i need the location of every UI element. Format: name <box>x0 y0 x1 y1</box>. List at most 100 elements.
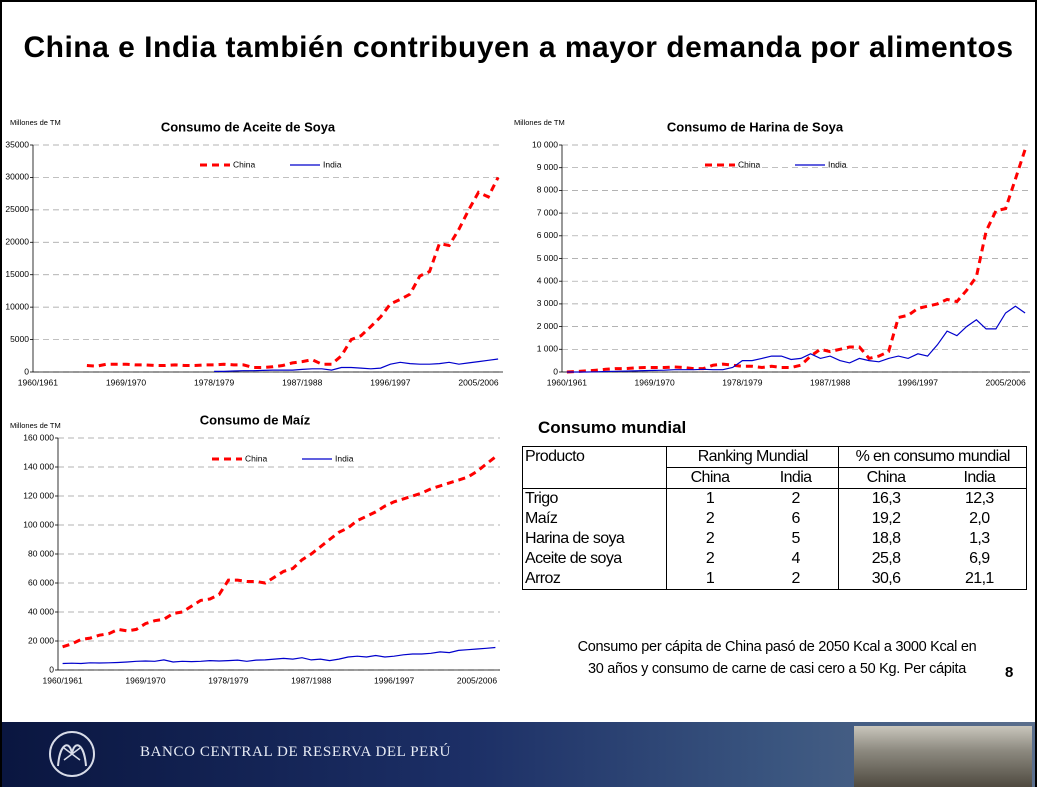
table-cell: 30,6 <box>838 569 933 590</box>
y-tick-label: 20 000 <box>28 635 54 645</box>
table-row: Aceite de soya 2 4 25,8 6,9 <box>521 549 1027 569</box>
table-cell: 6,9 <box>932 549 1027 569</box>
series-line <box>62 646 496 665</box>
subheader-cell: China <box>666 467 753 489</box>
table-cell: 6 <box>752 509 840 529</box>
x-tick-label: 2005/2006 <box>457 675 497 685</box>
table-cell: 5 <box>752 529 840 549</box>
y-tick-label: 0 <box>553 366 558 376</box>
x-tick-label: 1969/1970 <box>635 377 675 387</box>
table-cell: Arroz <box>521 569 668 590</box>
y-tick-label: 40 000 <box>28 606 54 616</box>
series-line <box>62 455 497 649</box>
table: Producto Ranking Mundial% en consumo mund… <box>521 446 1027 590</box>
y-tick-label: 3 000 <box>537 298 559 308</box>
table-cell: 2 <box>705 550 715 567</box>
chart-title: Consumo de Maíz <box>200 412 311 427</box>
table-row: Harina de soya 2 5 18,8 1,3 <box>521 529 1027 549</box>
y-tick-label: 120 000 <box>23 490 54 500</box>
series-line <box>214 358 499 372</box>
table-cell: 16,3 <box>871 490 901 507</box>
y-tick-label: 1 000 <box>537 344 559 354</box>
subheader-row: China India China India <box>523 467 1027 489</box>
y-tick-label: 80 000 <box>28 548 54 558</box>
table-cell: 18,8 <box>871 530 901 547</box>
table-cell: 1 <box>705 490 715 507</box>
y-tick-label: 5 000 <box>537 253 559 263</box>
table-cell: 12,3 <box>932 488 1027 509</box>
table-row: Maíz 2 6 19,2 2,0 <box>521 509 1027 529</box>
y-tick-label: 0 <box>24 366 29 376</box>
y-tick-label: 7 000 <box>537 207 559 217</box>
y-tick-label: 4 000 <box>537 275 559 285</box>
table-cell: 2 <box>752 488 840 509</box>
x-tick-label: 1960/1961 <box>547 377 587 387</box>
note: Consumo per cápita de China pasó de 2050… <box>577 639 977 677</box>
x-tick-label: 1978/1979 <box>194 377 234 387</box>
x-tick-label: 1996/1997 <box>898 377 938 387</box>
y-tick-label: 8 000 <box>537 185 559 195</box>
x-tick-label: 1969/1970 <box>106 377 146 387</box>
legend-label: China <box>738 159 760 169</box>
x-tick-label: 1960/1961 <box>18 377 58 387</box>
x-tick-label: 1987/1988 <box>291 675 331 685</box>
y-tick-label: 15000 <box>5 269 29 279</box>
table-cell: 1 <box>666 569 753 590</box>
table-cell: 1,3 <box>932 529 1027 549</box>
page-number: 8 <box>1005 664 1014 681</box>
y-axis-label: Millones de TM <box>514 118 565 127</box>
table-row: Trigo 1 2 16,3 12,3 <box>521 488 1027 509</box>
subheader-cell: India <box>752 467 840 489</box>
legend-label: China <box>245 453 267 463</box>
table-cell: 2,0 <box>932 509 1027 529</box>
y-tick-label: 20000 <box>5 237 29 247</box>
table-cell: 19,2 <box>871 510 901 527</box>
y-tick-label: 160 000 <box>23 432 54 442</box>
y-tick-label: 100 000 <box>23 519 54 529</box>
legend-label: China <box>233 159 255 169</box>
x-tick-label: 1978/1979 <box>722 377 762 387</box>
table-cell: Maíz <box>521 509 668 529</box>
chart-title: Consumo de Aceite de Soya <box>161 119 336 134</box>
header-cell: Ranking Mundial <box>666 446 840 468</box>
header-cell: % en consumo mundial <box>838 446 1027 468</box>
footer-text: BANCO CENTRAL DE RESERVA DEL PERÚ <box>140 744 451 760</box>
y-tick-label: 35000 <box>5 139 29 149</box>
photo <box>854 726 1032 787</box>
y-tick-label: 5000 <box>10 334 29 344</box>
x-tick-label: 2005/2006 <box>986 377 1026 387</box>
table-cell: 2 <box>752 569 840 590</box>
header-cell: Producto <box>521 446 668 489</box>
y-tick-label: 10000 <box>5 301 29 311</box>
table-cell: 25,8 <box>871 550 901 567</box>
table-cell: 4 <box>752 549 840 569</box>
subheader-cell: India <box>932 467 1027 489</box>
table-cell: 21,1 <box>932 569 1027 590</box>
footer: BANCO CENTRAL DE RESERVA DEL PERÚ <box>2 722 1035 787</box>
x-tick-label: 1960/1961 <box>43 675 83 685</box>
subheader-cell: China <box>838 467 933 489</box>
table-cell: 2 <box>705 530 715 547</box>
y-tick-label: 0 <box>49 664 54 674</box>
header-row: Producto Ranking Mundial% en consumo mund… <box>521 446 1027 489</box>
table-row: Arroz 1 2 30,6 21,1 <box>521 569 1027 590</box>
y-tick-label: 25000 <box>5 204 29 214</box>
x-tick-label: 1987/1988 <box>810 377 850 387</box>
chart-title: Consumo de Harina de Soya <box>667 119 844 134</box>
series-line <box>566 305 1026 373</box>
y-tick-label: 10 000 <box>532 139 558 149</box>
table-cell: Harina de soya <box>521 529 668 549</box>
x-tick-label: 1996/1997 <box>370 377 410 387</box>
table-cell: Aceite de soya <box>521 549 668 569</box>
logo <box>49 731 95 777</box>
legend-label: India <box>335 453 354 463</box>
x-tick-label: 1978/1979 <box>208 675 248 685</box>
x-tick-label: 1987/1988 <box>282 377 322 387</box>
x-tick-label: 1996/1997 <box>374 675 414 685</box>
table-title: Consumo mundial <box>538 418 687 437</box>
series-line <box>566 149 1027 374</box>
y-tick-label: 30000 <box>5 172 29 182</box>
legend-label: India <box>828 159 847 169</box>
